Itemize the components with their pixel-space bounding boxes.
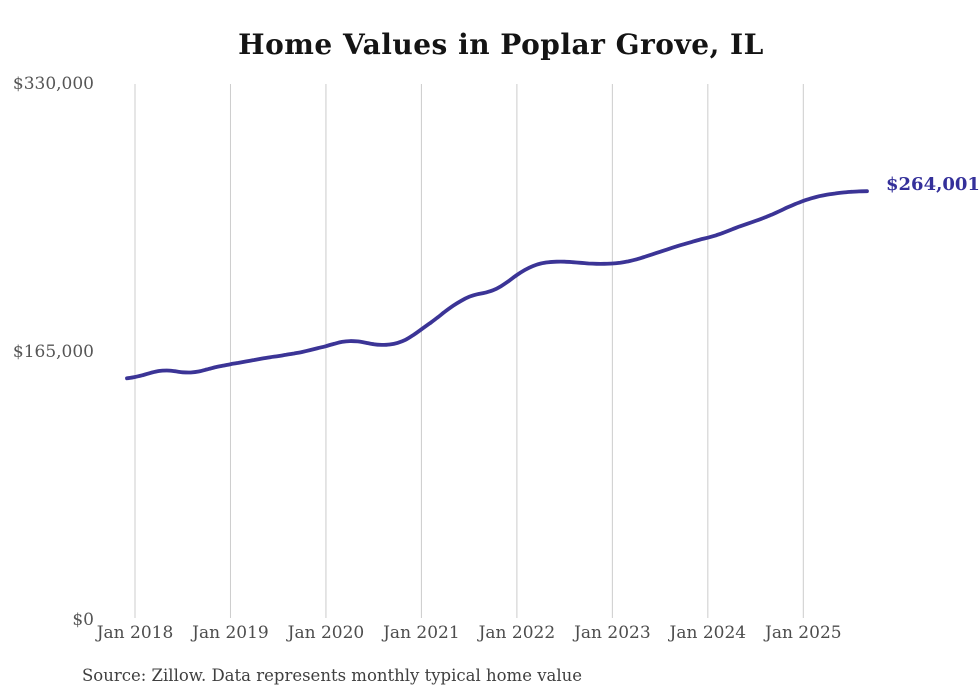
x-tick-label: Jan 2021 xyxy=(383,623,460,643)
chart-title: Home Values in Poplar Grove, IL xyxy=(238,28,764,61)
x-tick-label: Jan 2018 xyxy=(96,623,174,643)
latest-value-label: $264,001 xyxy=(886,174,980,195)
x-tick-label: Jan 2023 xyxy=(574,623,651,643)
home-value-line xyxy=(125,189,869,381)
y-tick-label: $0 xyxy=(72,610,94,630)
source-note: Source: Zillow. Data represents monthly … xyxy=(82,666,583,685)
x-tick-label: Jan 2022 xyxy=(478,623,556,643)
x-tick-label: Jan 2020 xyxy=(287,623,365,643)
y-tick-label: $165,000 xyxy=(12,342,94,362)
x-tick-label: Jan 2025 xyxy=(765,623,842,643)
x-tick-label: Jan 2024 xyxy=(669,623,747,643)
x-tick-label: Jan 2019 xyxy=(192,623,269,643)
y-tick-label: $330,000 xyxy=(12,74,94,94)
